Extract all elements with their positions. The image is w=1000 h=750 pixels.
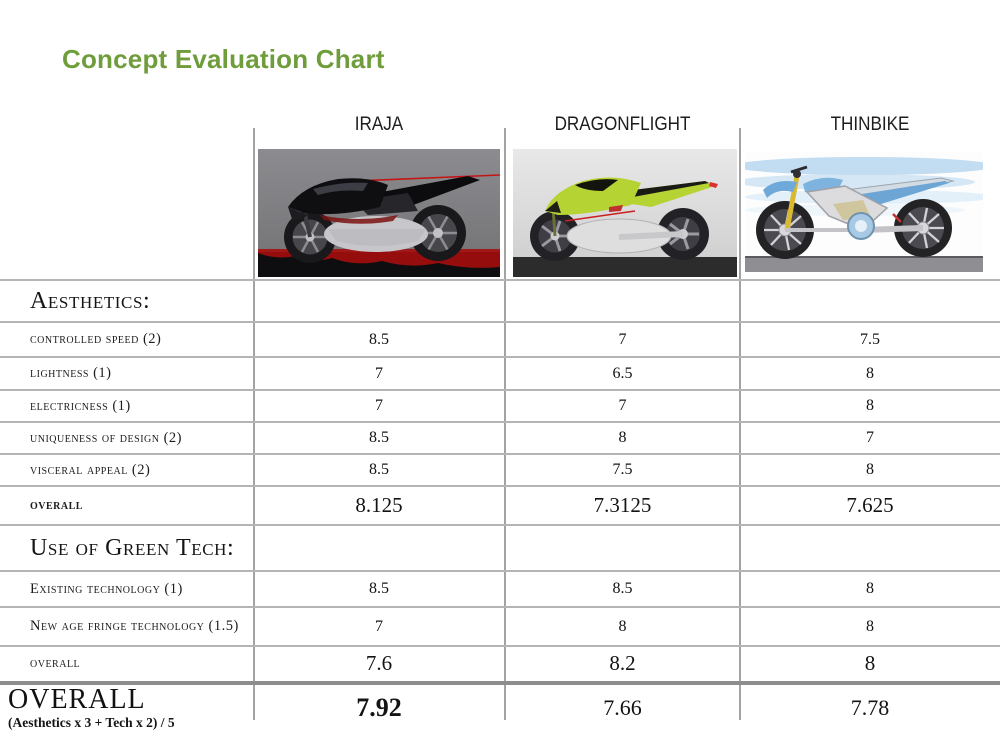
score-cell: 8 xyxy=(866,364,874,382)
grid-vline xyxy=(253,128,255,720)
grid-vline xyxy=(739,128,741,720)
thinbike-rear-wheel xyxy=(894,199,952,257)
page-title: Concept Evaluation Chart xyxy=(62,44,385,74)
grid-hline xyxy=(0,645,1000,647)
score-cell: 7 xyxy=(375,617,383,635)
criteria-row: controlled speed (2) 8.5 7 7.5 xyxy=(0,323,1000,356)
score-cell: 8 xyxy=(866,617,874,635)
overall-label: overall xyxy=(30,655,81,671)
overall-label: overall xyxy=(30,497,83,513)
criteria-label: New age fringe technology (1.5) xyxy=(30,618,239,634)
final-score-cell: 7.66 xyxy=(603,695,642,720)
score-cell: 7 xyxy=(375,397,383,414)
score-cell: 7.5 xyxy=(612,461,633,478)
thinbike-concept-image xyxy=(745,152,983,272)
score-cell: 8.5 xyxy=(369,429,389,446)
grid-hline xyxy=(0,279,1000,281)
overall-row-aesthetics: overall 8.125 7.3125 7.625 xyxy=(0,487,1000,524)
grid-vline xyxy=(504,128,506,720)
score-cell: 6.5 xyxy=(612,364,633,382)
criteria-row: lightness (1) 7 6.5 8 xyxy=(0,358,1000,389)
score-cell: 8.5 xyxy=(369,461,389,478)
score-cell: 8 xyxy=(618,617,627,635)
dragonflight-concept-image xyxy=(513,149,737,277)
criteria-row: Existing technology (1) 8.5 8.5 8 xyxy=(0,572,1000,606)
final-score-cell: 7.78 xyxy=(850,695,890,720)
criteria-label: electricness (1) xyxy=(30,397,131,414)
score-cell: 8.5 xyxy=(612,580,633,597)
score-cell: 7 xyxy=(375,364,383,382)
score-cell: 8.5 xyxy=(369,330,389,348)
grid-hline xyxy=(0,570,1000,572)
overall-score-cell: 7.3125 xyxy=(593,493,652,517)
grid-hline xyxy=(0,389,1000,391)
grid-hline xyxy=(0,356,1000,358)
criteria-label: visceral appeal (2) xyxy=(30,461,151,478)
score-cell: 7 xyxy=(866,429,874,446)
overall-row-green-tech: overall 7.6 8.2 8 xyxy=(0,647,1000,680)
concept-name-iraja: IRAJA xyxy=(354,114,404,135)
grid-hline xyxy=(0,321,1000,323)
overall-score-cell: 7.625 xyxy=(846,493,894,517)
criteria-row: electricness (1) 7 7 8 xyxy=(0,391,1000,421)
header-spacer xyxy=(0,112,253,138)
grid-hline-heavy xyxy=(0,681,1000,685)
section-header-row: Aesthetics: xyxy=(0,281,1000,321)
criteria-label: uniqueness of design (2) xyxy=(30,429,183,446)
grid-hline xyxy=(0,453,1000,455)
overall-score-cell: 8 xyxy=(864,651,876,675)
criteria-label: Existing technology (1) xyxy=(30,580,183,597)
score-cell: 8 xyxy=(866,461,874,478)
section-header-green-tech: Use of Green Tech: xyxy=(30,534,235,561)
section-header-aesthetics: Aesthetics: xyxy=(30,287,151,314)
iraja-rear-wheel xyxy=(410,205,466,261)
concept-header-row: IRAJA DRAGONFLIGHT THINBIKE xyxy=(0,112,1000,138)
criteria-row: uniqueness of design (2) 8.5 8 7 xyxy=(0,423,1000,453)
final-overall-row: OVERALL (Aesthetics x 3 + Tech x 2) / 5 … xyxy=(0,685,1000,731)
score-cell: 7 xyxy=(618,397,627,414)
criteria-row: New age fringe technology (1.5) 7 8 8 xyxy=(0,608,1000,645)
criteria-label: lightness (1) xyxy=(30,365,112,381)
grid-hline xyxy=(0,485,1000,487)
score-cell: 8.5 xyxy=(369,580,389,597)
criteria-label: controlled speed (2) xyxy=(30,331,162,347)
score-cell: 7.5 xyxy=(860,330,880,348)
final-overall-label: OVERALL xyxy=(8,684,146,716)
overall-score-cell: 7.6 xyxy=(365,651,393,675)
grid-hline xyxy=(0,606,1000,608)
iraja-concept-image xyxy=(258,149,500,277)
criteria-row: visceral appeal (2) 8.5 7.5 8 xyxy=(0,455,1000,485)
section-header-row: Use of Green Tech: xyxy=(0,526,1000,570)
grid-hline xyxy=(0,524,1000,526)
final-overall-formula: (Aesthetics x 3 + Tech x 2) / 5 xyxy=(8,714,175,730)
overall-score-cell: 8.2 xyxy=(609,651,636,675)
grid-hline xyxy=(0,421,1000,423)
score-cell: 8 xyxy=(866,580,874,597)
concept-name-dragonflight: DRAGONFLIGHT xyxy=(554,114,691,135)
score-cell: 7 xyxy=(618,330,627,348)
overall-score-cell: 8.125 xyxy=(355,493,403,517)
final-score-cell: 7.92 xyxy=(356,693,402,722)
score-cell: 8 xyxy=(618,429,627,446)
score-cell: 8 xyxy=(866,397,874,414)
concept-name-thinbike: THINBIKE xyxy=(830,114,910,135)
